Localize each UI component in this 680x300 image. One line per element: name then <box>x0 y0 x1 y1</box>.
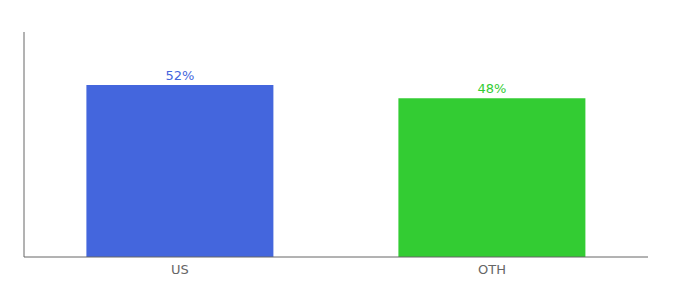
svg-text:US: US <box>171 262 189 277</box>
svg-text:OTH: OTH <box>478 262 506 277</box>
svg-text:52%: 52% <box>165 68 194 83</box>
svg-text:48%: 48% <box>477 81 506 96</box>
